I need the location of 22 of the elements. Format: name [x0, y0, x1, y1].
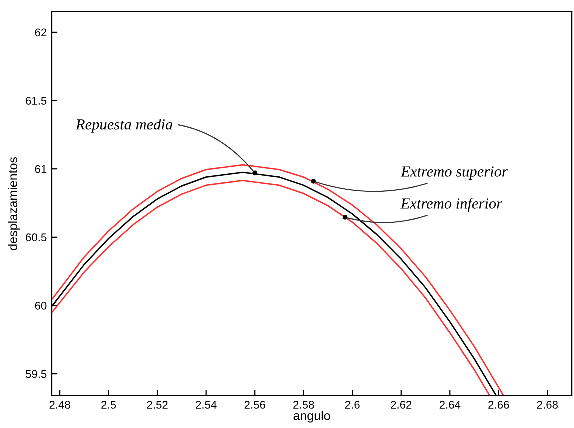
- x-tick-label: 2.6: [345, 401, 360, 409]
- y-tick-label: 59.5: [26, 370, 47, 378]
- x-tick-label: 2.48: [50, 401, 70, 409]
- annotation: Extremo superior: [400, 166, 508, 180]
- x-tick-label: 2.5: [102, 401, 116, 409]
- x-tick-label: 2.68: [537, 401, 558, 409]
- y-tick-label: 61.5: [26, 97, 47, 105]
- y-axis-title: desplazamientos: [8, 157, 20, 250]
- y-tick-label: 62: [35, 28, 47, 37]
- y-tick-label: 60.5: [26, 234, 47, 242]
- x-axis-title: angulo: [294, 411, 330, 423]
- x-tick-label: 2.66: [488, 401, 510, 409]
- y-tick-label: 61: [35, 165, 47, 174]
- y-tick-label: 60: [35, 302, 47, 310]
- x-tick-label: 2.56: [244, 401, 266, 409]
- annotation: Extremo inferior: [400, 198, 503, 212]
- x-tick-label: 2.54: [196, 401, 217, 409]
- x-tick-label: 2.62: [391, 401, 412, 409]
- x-tick-label: 2.52: [147, 401, 168, 409]
- x-tick-label: 2.58: [294, 401, 314, 409]
- annotation: Repuesta media: [76, 119, 173, 133]
- x-tick-label: 2.64: [440, 401, 461, 409]
